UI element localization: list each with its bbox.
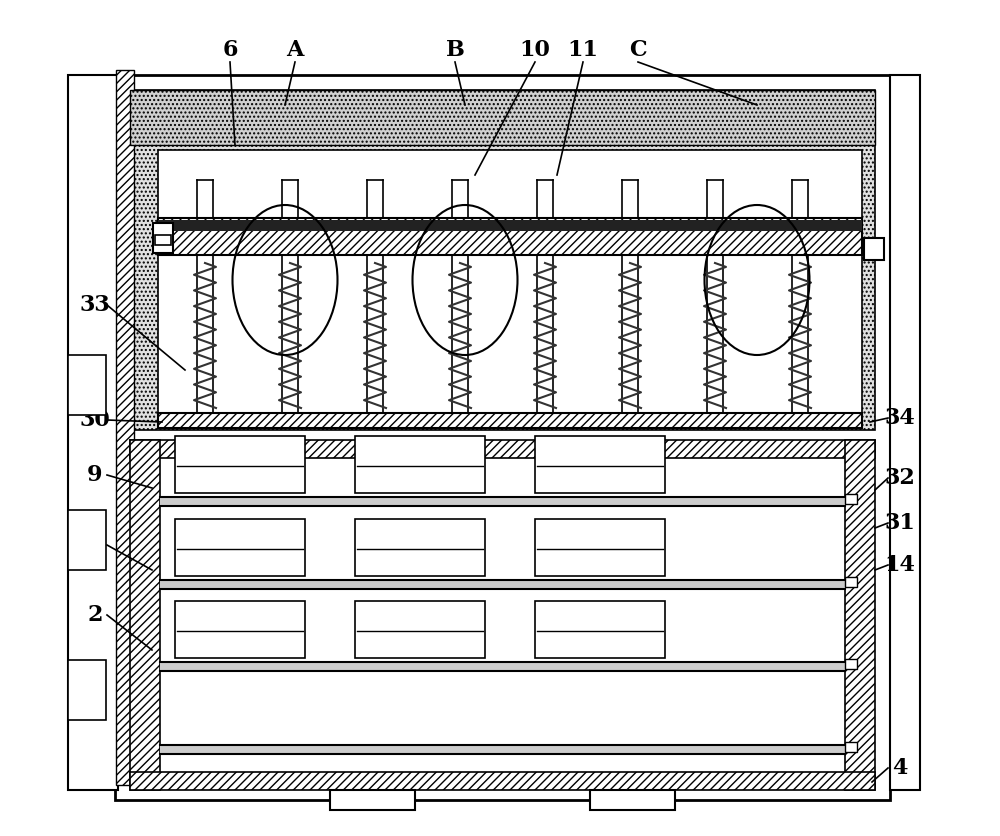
Bar [535,601,665,658]
Bar [890,75,920,790]
Bar [175,601,305,658]
Bar [68,75,118,790]
Bar [845,494,857,504]
Bar [158,413,862,428]
Text: 5: 5 [87,534,103,556]
Text: 30: 30 [80,409,110,431]
Bar [116,70,134,785]
Bar [175,519,305,576]
Bar [68,660,106,720]
Bar [130,440,160,790]
Text: C: C [629,39,647,61]
Text: 14: 14 [885,554,915,576]
Bar [153,223,173,253]
Bar [130,772,875,790]
Bar [158,150,862,420]
Text: A: A [286,39,304,61]
Bar [130,90,875,430]
Bar [845,440,875,790]
Bar [864,238,884,260]
Bar [355,601,485,658]
Bar [535,519,665,576]
Text: 6: 6 [222,39,238,61]
Text: 9: 9 [87,464,103,486]
Bar [158,220,862,231]
Bar [130,90,875,145]
Text: 34: 34 [885,407,915,429]
Text: 31: 31 [885,512,915,534]
Bar [845,742,857,752]
Bar [355,519,485,576]
Bar [535,436,665,493]
Bar [160,497,845,506]
Bar [175,436,305,493]
Text: 33: 33 [80,294,110,316]
Bar [68,355,106,415]
Bar [330,790,415,810]
Text: 11: 11 [568,39,598,61]
Bar [845,577,857,587]
Bar [160,458,845,772]
Bar [160,745,845,754]
Text: 4: 4 [892,757,908,779]
Bar [158,218,862,255]
Bar [115,75,890,800]
Text: 10: 10 [520,39,550,61]
Bar [160,662,845,671]
Bar [590,790,675,810]
Bar [355,436,485,493]
Bar [845,659,857,669]
Text: B: B [446,39,464,61]
Bar [155,235,171,245]
Text: 2: 2 [87,604,103,626]
Text: 32: 32 [885,467,915,489]
Bar [160,580,845,589]
Bar [130,440,875,458]
Bar [68,510,106,570]
